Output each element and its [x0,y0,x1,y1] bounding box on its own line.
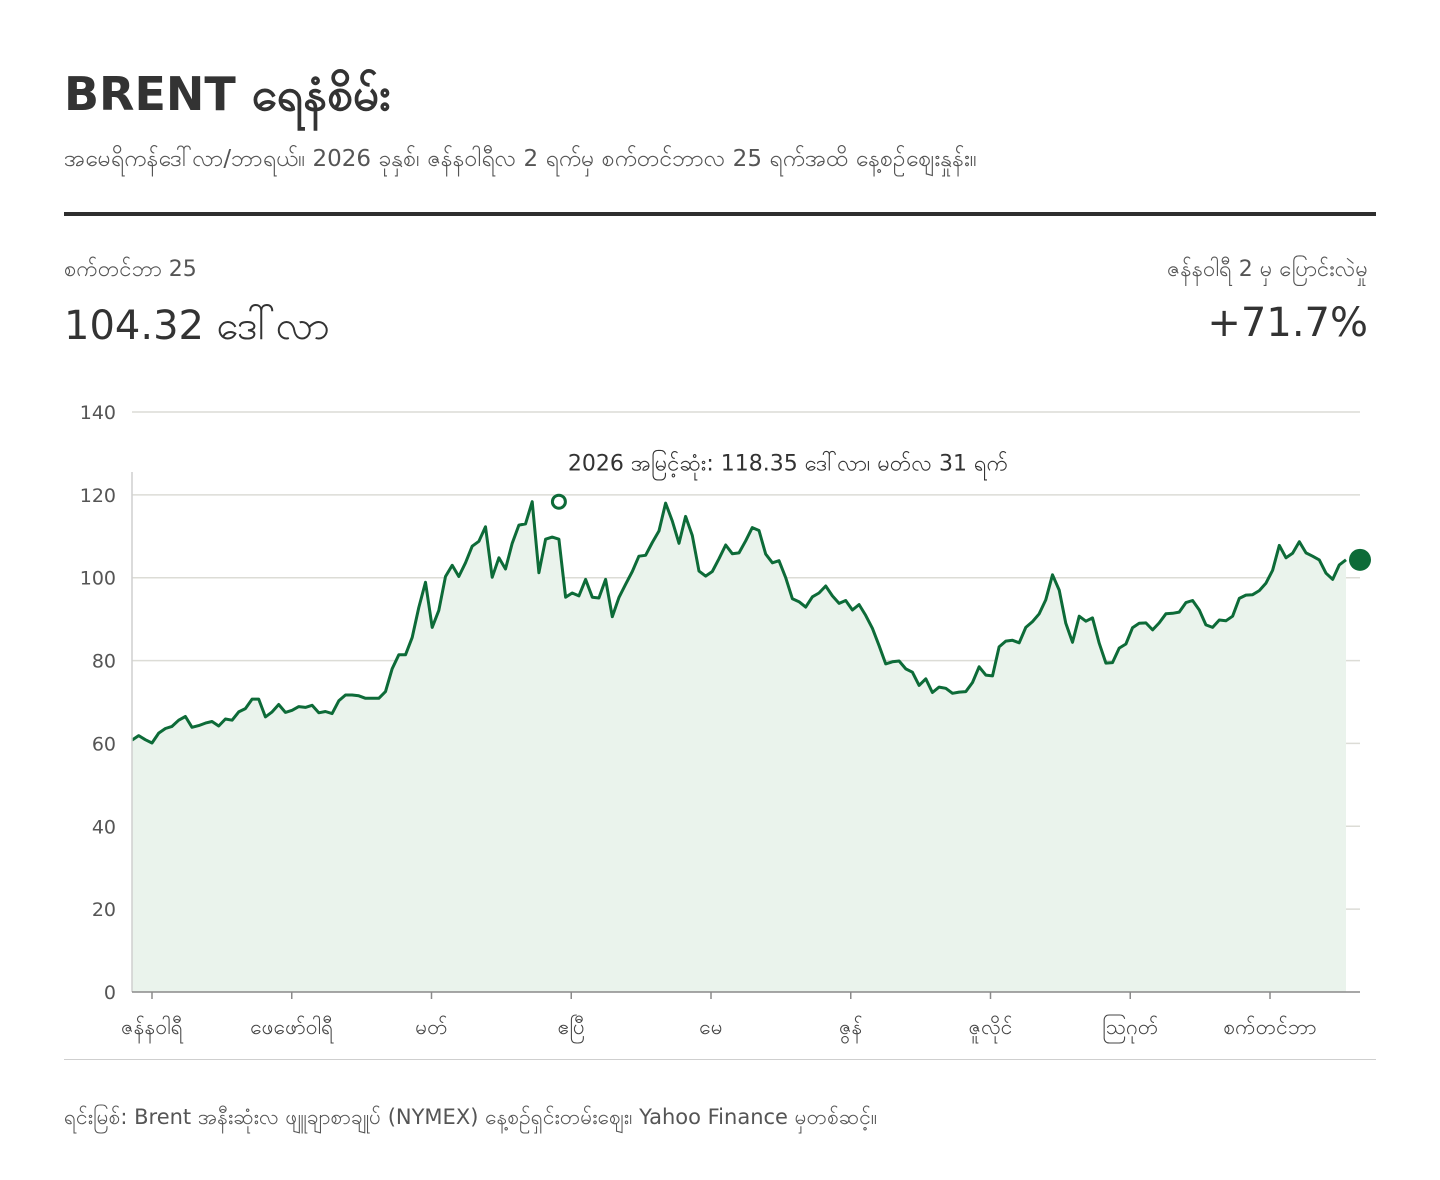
change-label: ဇန်နဝါရီ 2 မှ ပြောင်းလဲမှု [1167,257,1368,282]
y-tick-label: 100 [80,568,116,590]
x-axis-ticks: ဇန်နဝါရီ ဖေဖော်ဝါရီ မတ် ဧပြီ မေ ဇွန် ဇူလိုင် ဩဂ… [121,992,1317,1045]
y-tick-label: 20 [92,899,116,921]
footer-rule [64,1059,1376,1060]
chart-title: BRENT ရေနံစိမ်း [64,67,391,121]
y-tick-label: 60 [92,733,116,755]
x-tick-label: မေ [699,1015,722,1039]
latest-price-value: 104.32 ဒေါ်လာ [64,303,330,349]
price-line [131,500,1347,745]
y-tick-label: 140 [80,402,116,424]
y-tick-label: 120 [80,485,116,507]
y-axis-ticks: 0 20 40 60 80 100 120 140 [80,402,116,1004]
source-note: ရင်းမြစ်: Brent အနီးဆုံးလ ဖျူချာစာချုပ် … [64,1105,878,1129]
x-tick-label: စက်တင်ဘာ [1223,1014,1316,1039]
header-rule [64,212,1376,216]
x-tick-label: မတ် [415,1014,447,1039]
x-tick-label: ဇွန် [839,1014,862,1045]
x-tick-label: ဩဂုတ် [1102,1013,1158,1044]
peak-annotation: 2026 အမြင့်ဆုံး: 118.35 ဒေါ်လာ၊ မတ်လ 31 … [568,450,1008,481]
x-tick-label: ဇန်နဝါရီ [121,1014,184,1044]
chart-subtitle: အမေရိကန်ဒေါ်လာ/ဘာရယ်။ 2026 ခုနှစ်၊ ဇန်နဝ… [64,146,977,172]
y-tick-label: 0 [104,982,116,1004]
x-tick-label: ဧပြီ [558,1013,585,1044]
x-tick-label: ဇူလိုင် [969,1014,1013,1044]
price-area-fill [132,501,1346,992]
last-value-marker [1349,548,1371,571]
price-area-chart: 0 20 40 60 80 100 120 140 ဇန်နဝါရီ ဖေဖော်ဝါရီ မတ်… [80,402,1371,1045]
change-value: +71.7% [1207,300,1368,346]
peak-marker [550,493,567,510]
y-tick-label: 40 [92,816,116,838]
y-tick-label: 80 [92,651,116,673]
latest-date-label: စက်တင်ဘာ 25 [64,257,197,282]
x-tick-label: ဖေဖော်ဝါရီ [250,1014,334,1044]
